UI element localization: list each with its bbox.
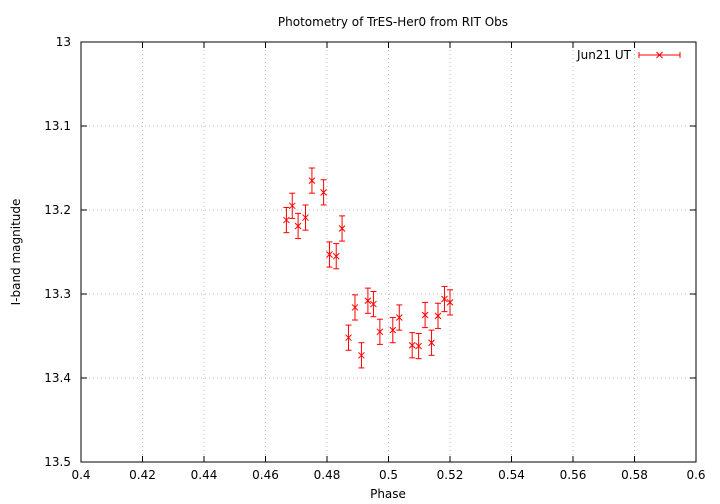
marker-x xyxy=(283,216,290,224)
data-point xyxy=(302,204,309,231)
data-point xyxy=(364,287,372,314)
x-tick-label: 0.44 xyxy=(191,468,218,482)
data-point xyxy=(389,317,397,344)
data-point xyxy=(421,301,429,329)
marker-x xyxy=(370,300,377,308)
marker-x xyxy=(446,299,454,306)
x-tick-label: 0.6 xyxy=(686,468,705,482)
data-point xyxy=(326,241,333,268)
data-point xyxy=(345,324,352,351)
x-tick-label: 0.54 xyxy=(498,468,525,482)
marker-x xyxy=(395,314,403,321)
data-point xyxy=(370,290,377,318)
x-tick-label: 0.42 xyxy=(129,468,156,482)
data-point xyxy=(294,212,302,240)
data-point xyxy=(434,302,442,329)
data-point xyxy=(441,285,448,313)
marker-x xyxy=(332,252,340,260)
grid-lines xyxy=(81,42,696,462)
data-point xyxy=(446,289,454,316)
marker-x xyxy=(338,225,346,232)
marker-x xyxy=(415,342,422,350)
data-point xyxy=(288,192,296,219)
chart-title: Photometry of TrES-Her0 from RIT Obs xyxy=(278,15,508,29)
legend: Jun21 UT xyxy=(576,48,681,62)
marker-x xyxy=(421,311,429,319)
x-tick-label: 0.46 xyxy=(252,468,279,482)
marker-x xyxy=(358,351,365,359)
y-tick-label: 13 xyxy=(56,35,71,49)
data-point xyxy=(428,329,435,356)
legend-sample xyxy=(638,51,681,59)
x-axis-label: Phase xyxy=(370,487,406,501)
data-point xyxy=(351,294,359,321)
data-point xyxy=(358,342,365,369)
data-point xyxy=(395,304,403,331)
marker-x xyxy=(288,202,296,210)
marker-x xyxy=(376,328,384,336)
x-tick-label: 0.52 xyxy=(437,468,464,482)
marker-x xyxy=(302,214,309,221)
data-point xyxy=(320,179,327,206)
x-tick-label: 0.56 xyxy=(560,468,587,482)
marker-x xyxy=(364,297,372,305)
y-tick-label: 13.2 xyxy=(44,203,71,217)
data-point xyxy=(332,243,340,270)
x-tick-label: 0.48 xyxy=(314,468,341,482)
marker-x xyxy=(389,326,397,334)
legend-marker xyxy=(656,51,663,59)
x-tick-label: 0.58 xyxy=(621,468,648,482)
marker-x xyxy=(428,339,435,347)
marker-x xyxy=(434,312,442,320)
y-tick-label: 13.5 xyxy=(44,455,71,469)
marker-x xyxy=(308,177,316,184)
marker-x xyxy=(408,341,416,349)
marker-x xyxy=(326,251,333,258)
data-point xyxy=(338,215,346,242)
marker-x xyxy=(351,304,359,311)
data-point xyxy=(283,206,290,234)
data-points xyxy=(283,167,454,369)
marker-x xyxy=(320,189,327,196)
y-tick-label: 13.4 xyxy=(44,371,71,385)
marker-x xyxy=(294,222,302,230)
y-tick-label: 13.1 xyxy=(44,119,71,133)
data-point xyxy=(415,332,422,360)
marker-x xyxy=(345,334,352,342)
legend-label: Jun21 UT xyxy=(576,48,632,62)
axis-ticks: 0.4 0.42 0.44 0.46 0.48 0.5 0.52 0.54 0.56 0.58 0.… xyxy=(44,35,705,482)
y-axis-label: I-band magnitude xyxy=(9,199,23,306)
data-point xyxy=(376,318,384,345)
plot-frame xyxy=(80,41,697,463)
x-tick-label: 0.5 xyxy=(379,468,398,482)
data-point xyxy=(408,332,416,359)
x-tick-label: 0.4 xyxy=(71,468,90,482)
data-point xyxy=(308,167,316,194)
y-tick-label: 13.3 xyxy=(44,287,71,301)
marker-x xyxy=(441,295,448,303)
